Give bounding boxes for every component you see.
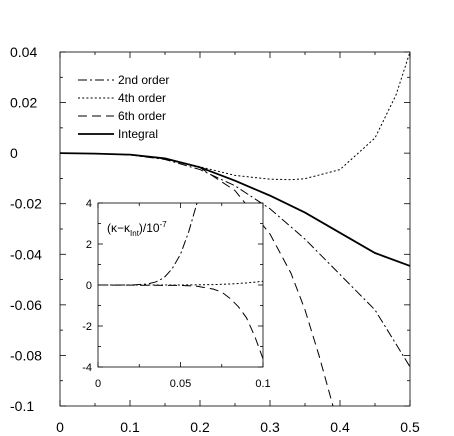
inset-axis-ticks	[97, 202, 264, 368]
inset-background	[98, 203, 263, 367]
main-x-tick-label: 0.3	[260, 419, 280, 435]
main-x-tick-label: 0.1	[120, 419, 140, 435]
inset-ylabel-superscript: -7	[160, 220, 168, 229]
series-line-integral	[60, 152, 410, 267]
inset-series-lines	[98, 203, 263, 359]
main-x-tick-label: 0.4	[330, 419, 350, 435]
main-y-tick-label: -0.1	[10, 398, 34, 414]
main-axis-tick-labels: 0 0.1 0.2 0.3 0.4 0.5 0.04 0.02 0 -0.02 -0.04 -0.06…	[10, 44, 420, 435]
inset-series-line-dotted	[98, 280, 263, 286]
inset-y-tick-label: -2	[82, 321, 92, 333]
legend: 2nd order 4th order 6th order Integral	[78, 73, 169, 141]
inset-x-tick-label: 0	[95, 378, 101, 390]
inset-x-tick-label: 0.05	[170, 378, 191, 390]
inset-x-tick-label: 0.1	[255, 378, 270, 390]
legend-label-4th-order: 4th order	[118, 91, 166, 105]
inset-ylabel-kappa-int: κ	[124, 221, 131, 235]
inset-y-tick-label: -4	[82, 362, 92, 374]
legend-label-6th-order: 6th order	[118, 109, 166, 123]
inset-y-tick-label: 2	[86, 239, 92, 251]
main-y-tick-label: 0	[10, 145, 18, 161]
main-x-tick-label: 0	[56, 419, 64, 435]
legend-label-2nd-order: 2nd order	[118, 73, 169, 87]
inset-series-line-dashed	[98, 284, 263, 359]
main-y-tick-label: 0.04	[10, 44, 37, 60]
main-series-lines	[60, 52, 410, 406]
main-y-tick-label: 0.02	[10, 95, 37, 111]
main-x-tick-label: 0.2	[190, 419, 210, 435]
inset-ylabel-subscript: Int	[130, 229, 140, 238]
inset-ylabel: (κ−κInt)/10-7	[107, 220, 167, 238]
main-axis-ticks	[59, 51, 411, 407]
inset-ylabel-close: )/10	[139, 221, 160, 235]
main-y-tick-label: -0.04	[10, 246, 42, 262]
inset-ylabel-open: (	[107, 221, 111, 235]
inset-ylabel-minus: −	[117, 221, 124, 235]
inset-ylabel-kappa: κ	[111, 221, 118, 235]
legend-label-integral: Integral	[118, 127, 158, 141]
main-y-tick-label: -0.06	[10, 297, 42, 313]
inset-y-tick-label: 4	[86, 198, 92, 210]
main-y-tick-label: -0.02	[10, 196, 42, 212]
inset-y-tick-label: 0	[86, 280, 92, 292]
main-x-tick-label: 0.5	[400, 419, 420, 435]
main-y-tick-label: -0.08	[10, 347, 42, 363]
inset-axis-tick-labels: 0 0.05 0.1 4 2 0 -2 -4	[82, 198, 270, 390]
